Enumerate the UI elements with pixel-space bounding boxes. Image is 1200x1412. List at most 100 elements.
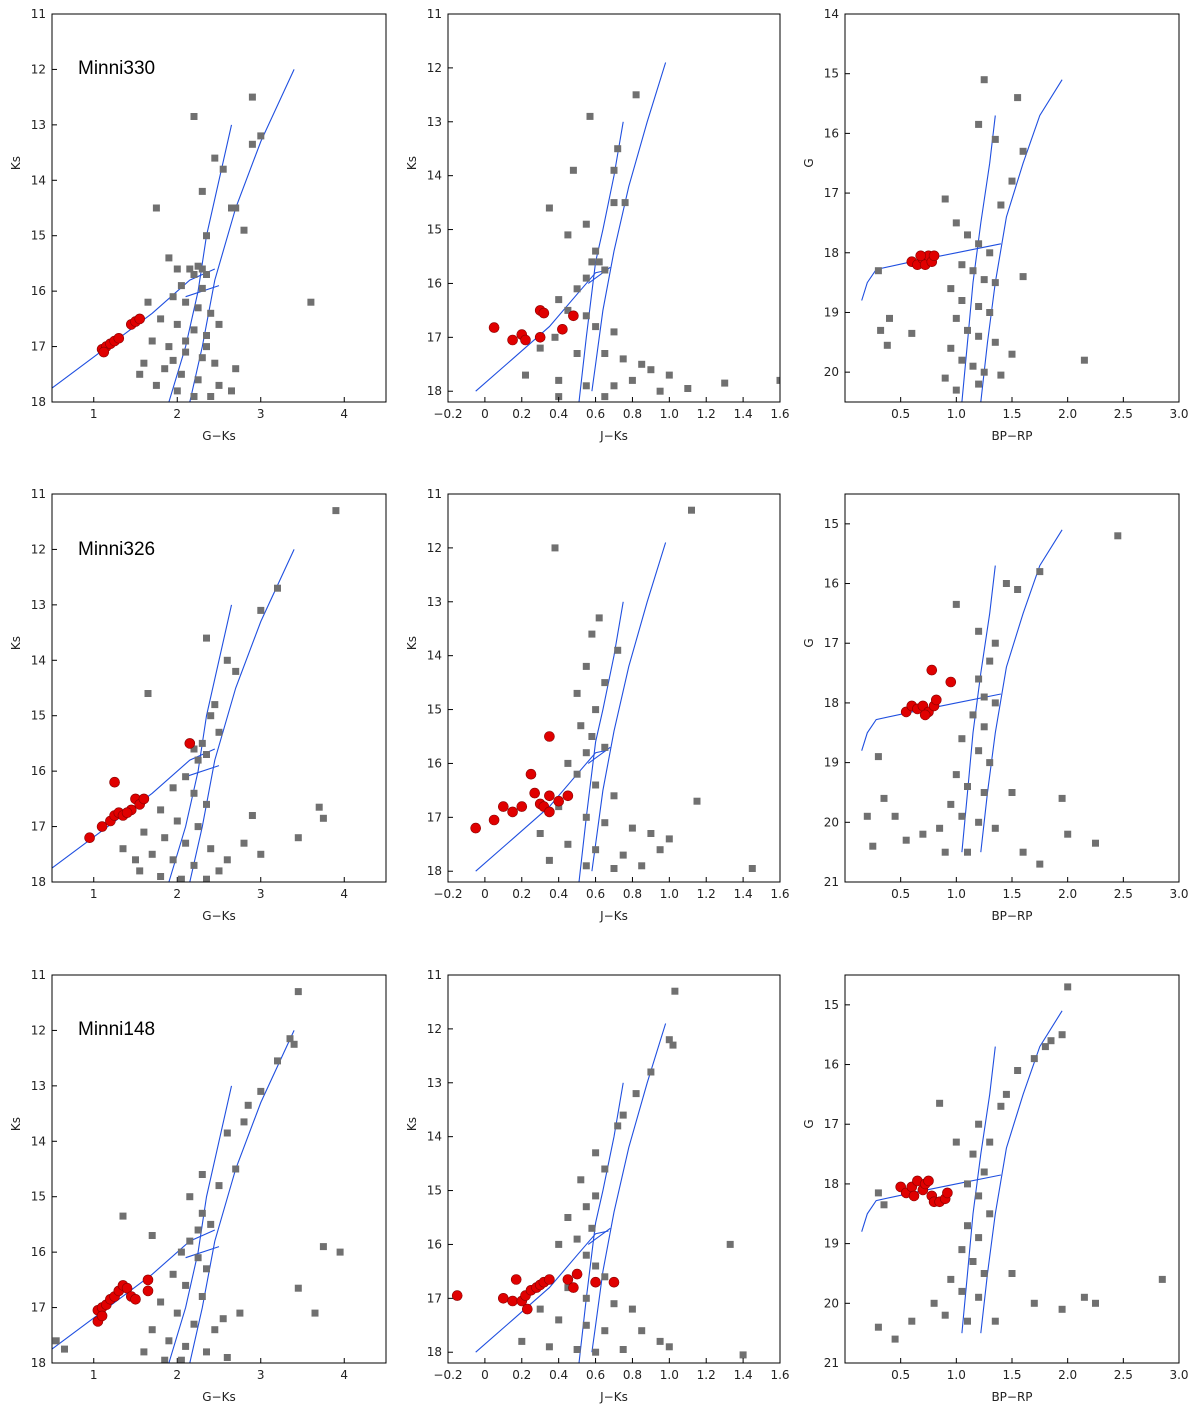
y-tick-label: 18 <box>824 696 839 710</box>
field-star-point <box>665 371 673 379</box>
y-tick-label: 13 <box>427 595 442 609</box>
x-axis-label: J−Ks <box>599 429 628 443</box>
field-star-point <box>203 1348 210 1356</box>
field-star-point <box>874 267 882 275</box>
x-tick-label: 0.4 <box>549 407 568 421</box>
field-star-point <box>693 797 701 805</box>
y-tick-label: 16 <box>31 284 46 298</box>
panel-minni330-2: −0.2 0 0.2 0.4 0.6 0.8 1.0 1.2 1.4 1.6 11 12 13 14 15 1… <box>405 7 790 443</box>
panel-minni326-3: 0.5 1.0 1.5 2.0 2.5 3.0 15 16 17 18 19 20 21 BP−RP G <box>802 493 1189 923</box>
field-star-point <box>638 1327 646 1335</box>
field-star-point <box>518 1337 526 1345</box>
field-star-point <box>573 1235 581 1243</box>
field-star-point <box>257 850 265 858</box>
field-star-point <box>610 328 618 336</box>
member-star-point <box>497 801 509 812</box>
field-star-point <box>647 830 655 837</box>
field-star-point <box>941 1311 949 1319</box>
field-star-point <box>975 1120 983 1128</box>
field-star-point <box>190 789 198 797</box>
y-tick-label: 18 <box>31 875 46 889</box>
field-star-point <box>136 867 144 875</box>
field-star-point <box>522 371 529 379</box>
y-tick-label: 13 <box>31 598 46 612</box>
member-star-point <box>945 676 957 688</box>
field-star-point <box>177 875 185 882</box>
field-star-point <box>182 348 190 356</box>
field-star-point <box>232 204 240 212</box>
y-tick-label: 15 <box>31 1190 46 1204</box>
field-star-point <box>194 262 202 270</box>
member-star-point <box>507 1295 518 1307</box>
x-tick-label: 3.0 <box>1169 887 1188 901</box>
field-star-point <box>647 366 655 374</box>
field-star-point <box>632 91 640 99</box>
y-tick-label: 12 <box>427 1022 442 1036</box>
field-star-point <box>223 1354 231 1361</box>
y-axis-label: Ks <box>9 156 23 170</box>
field-star-point <box>198 1209 206 1217</box>
field-star-point <box>863 812 871 820</box>
member-star-point <box>919 709 931 721</box>
x-axis-label: J−Ks <box>599 909 628 923</box>
member-star-point <box>534 331 546 343</box>
field-star-point <box>219 165 227 173</box>
field-star-point <box>991 1317 999 1325</box>
x-tick-label: 1.0 <box>660 407 679 421</box>
field-star-point <box>169 784 177 792</box>
member-star-point <box>121 1282 133 1294</box>
y-axis-label: Ks <box>9 636 23 650</box>
field-star-point <box>294 988 302 996</box>
field-star-point <box>169 293 177 301</box>
field-star-point <box>555 1316 563 1324</box>
panel-minni148-2: −0.2 0 0.2 0.4 0.6 0.8 1.0 1.2 1.4 1.6 11 12 13 14 15 1… <box>405 968 790 1404</box>
field-star-point <box>986 1138 994 1146</box>
field-star-point <box>211 1326 219 1334</box>
axes-frame <box>51 974 387 1364</box>
y-tick-label: 21 <box>824 1356 839 1370</box>
field-star-point <box>1019 147 1027 155</box>
member-star-point <box>451 1290 463 1301</box>
member-star-point <box>130 1294 141 1305</box>
field-star-point <box>194 376 202 384</box>
plot-area <box>861 529 1122 868</box>
member-star-point <box>568 1282 579 1293</box>
field-star-point <box>1030 1055 1038 1063</box>
field-star-point <box>169 1270 177 1278</box>
member-star-point <box>470 822 482 834</box>
field-star-point <box>975 332 983 340</box>
field-star-point <box>294 1284 302 1292</box>
x-tick-label: 3 <box>257 407 265 421</box>
field-star-point <box>555 393 563 401</box>
y-tick-label: 15 <box>427 223 442 237</box>
field-star-point <box>991 135 999 143</box>
field-star-point <box>569 166 577 174</box>
field-star-point <box>545 856 553 864</box>
y-tick-label: 14 <box>31 173 46 187</box>
field-star-point <box>169 356 177 364</box>
field-star-point <box>986 309 994 316</box>
field-star-point <box>1041 1043 1049 1051</box>
field-star-point <box>203 875 210 882</box>
member-star-point <box>134 313 145 325</box>
x-tick-label: 2.5 <box>1114 887 1133 901</box>
field-star-point <box>610 1300 618 1308</box>
x-tick-label: 3.0 <box>1169 1368 1188 1382</box>
field-star-point <box>980 76 988 84</box>
field-star-point <box>647 1068 655 1076</box>
x-tick-label: 1.0 <box>947 887 966 901</box>
y-tick-label: 16 <box>824 126 839 140</box>
field-star-point <box>144 298 152 306</box>
field-star-point <box>883 341 891 349</box>
member-star-point <box>915 250 927 262</box>
x-tick-label: 3.0 <box>1169 407 1188 421</box>
field-star-point <box>601 819 609 827</box>
x-tick-label: 2.0 <box>1058 1368 1077 1382</box>
field-star-point <box>619 1346 627 1353</box>
field-star-point <box>257 606 265 614</box>
member-star-point <box>488 322 500 333</box>
field-star-point <box>975 627 983 635</box>
field-star-point <box>182 337 190 345</box>
field-star-point <box>194 1254 202 1262</box>
y-axis-label: G <box>802 158 816 167</box>
